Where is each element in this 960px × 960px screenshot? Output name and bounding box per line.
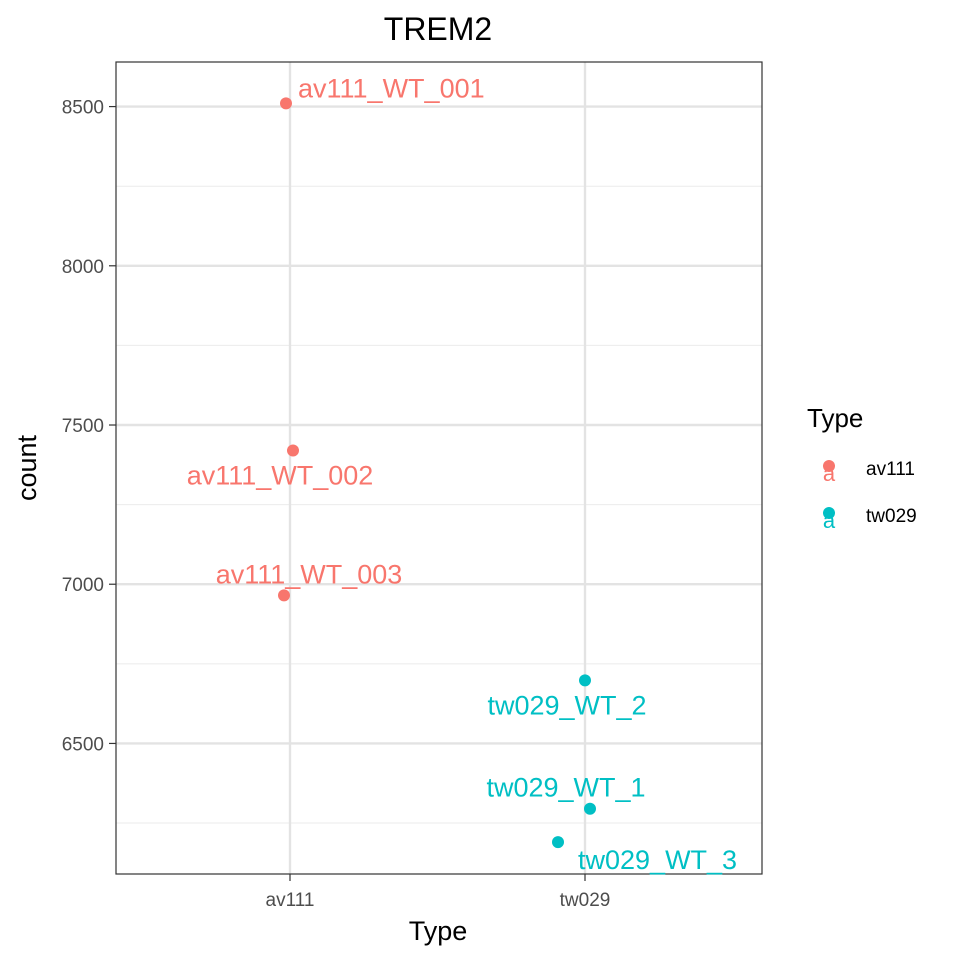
chart-title: TREM2 [384,11,492,47]
legend-entry-label: av111 [866,459,915,480]
y-tick-label: 7000 [62,575,104,596]
data-points [278,97,596,849]
legend-key-text-glyph: a [823,461,836,486]
y-tick-label: 8000 [62,257,104,278]
data-label: tw029_WT_2 [487,690,646,720]
y-tick-label: 8500 [62,98,104,119]
legend-key-point [823,460,835,472]
major-gridlines [116,62,762,874]
data-label: av111_WT_001 [298,73,485,103]
data-point [552,836,564,849]
data-labels: av111_WT_001 av111_WT_002 av111_WT_003 tw02… [187,73,737,875]
plot-panel [115,61,763,875]
data-label: av111_WT_003 [216,559,403,589]
data-point [287,444,299,457]
data-point [280,97,292,110]
x-tick-label: av111 [266,890,315,911]
y-axis-label: count [12,434,42,501]
data-label: av111_WT_002 [187,460,374,490]
x-axis-ticks: av111 tw029 [266,874,611,911]
data-point [584,802,596,815]
data-label: tw029_WT_1 [486,773,645,803]
x-axis-label: Type [409,916,468,946]
legend-key-point [823,507,835,519]
data-point [278,589,290,602]
x-tick-label: tw029 [560,890,611,911]
legend: Type a av111 a tw029 [807,403,917,533]
data-label: tw029_WT_3 [578,845,737,875]
legend-title: Type [807,403,863,433]
legend-entry-label: tw029 [866,506,917,527]
data-point [579,674,591,687]
minor-gridlines [116,185,762,824]
legend-key: a [823,460,836,486]
y-tick-label: 6500 [62,734,104,755]
legend-key: a [823,507,836,533]
legend-key-text-glyph: a [823,508,836,533]
y-axis-ticks: 6500 7000 7500 8000 8500 [62,98,116,755]
y-tick-label: 7500 [62,416,104,437]
